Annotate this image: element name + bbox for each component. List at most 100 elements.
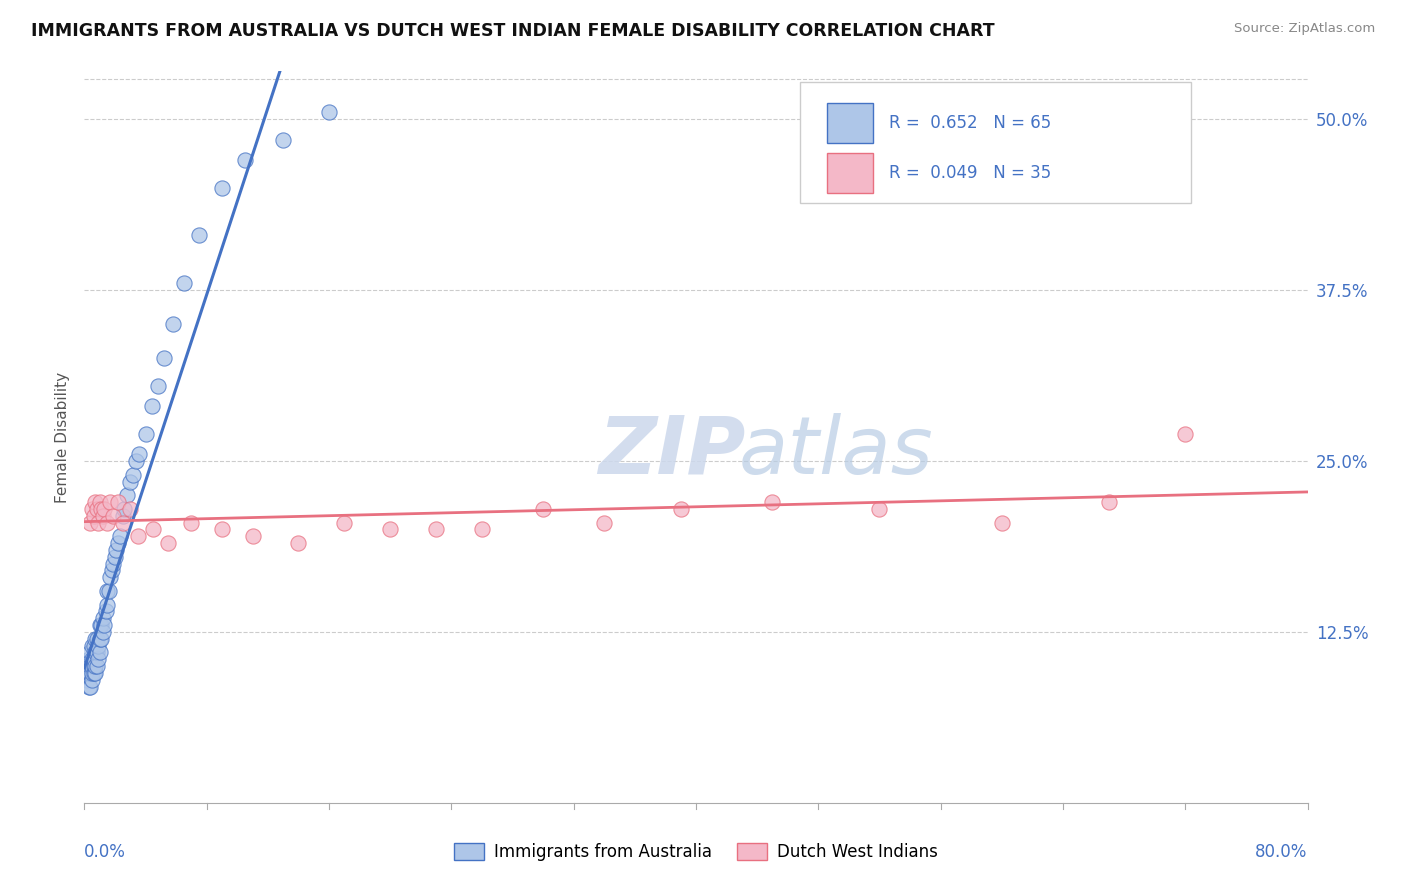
Point <box>107 536 129 550</box>
FancyBboxPatch shape <box>827 103 873 143</box>
Point <box>380 522 402 536</box>
FancyBboxPatch shape <box>827 153 873 193</box>
Point <box>135 426 157 441</box>
Text: R =  0.049   N = 35: R = 0.049 N = 35 <box>889 163 1052 182</box>
Point <box>83 639 105 653</box>
Point <box>125 454 148 468</box>
Point <box>127 529 149 543</box>
Point <box>84 645 107 659</box>
Point <box>80 639 103 653</box>
Point <box>84 495 107 509</box>
Point <box>96 598 118 612</box>
Point <box>669 501 692 516</box>
Point <box>84 659 107 673</box>
Point <box>111 516 134 530</box>
Point <box>101 563 124 577</box>
Point <box>425 522 447 536</box>
Point <box>80 659 103 673</box>
Point <box>531 501 554 516</box>
Point <box>86 632 108 646</box>
Point <box>180 516 202 530</box>
Point <box>98 495 121 509</box>
Y-axis label: Female Disability: Female Disability <box>55 371 70 503</box>
Point <box>153 351 176 366</box>
Text: 0.0%: 0.0% <box>84 843 127 861</box>
Point <box>83 659 105 673</box>
Point <box>89 618 111 632</box>
Point <box>91 624 114 639</box>
Point <box>87 652 110 666</box>
Point <box>80 501 103 516</box>
Point <box>471 522 494 536</box>
Point <box>96 516 118 530</box>
Point <box>83 508 105 523</box>
Point <box>107 495 129 509</box>
Point <box>89 495 111 509</box>
Point <box>87 639 110 653</box>
Point <box>86 659 108 673</box>
Point <box>318 105 340 120</box>
Point <box>120 475 142 489</box>
Point <box>79 645 101 659</box>
Point <box>91 611 114 625</box>
Point <box>90 632 112 646</box>
Point <box>75 665 97 680</box>
Point <box>86 501 108 516</box>
Point <box>96 583 118 598</box>
Point <box>90 501 112 516</box>
Point <box>157 536 180 550</box>
Point <box>80 673 103 687</box>
Point <box>112 501 135 516</box>
Point <box>103 508 125 523</box>
Text: atlas: atlas <box>738 413 934 491</box>
Point <box>77 652 100 666</box>
Point <box>108 529 131 543</box>
Text: R =  0.652   N = 65: R = 0.652 N = 65 <box>889 114 1052 132</box>
Point <box>98 570 121 584</box>
Point <box>94 604 117 618</box>
Point <box>111 508 134 523</box>
Point <box>77 665 100 680</box>
Point <box>89 645 111 659</box>
Text: IMMIGRANTS FROM AUSTRALIA VS DUTCH WEST INDIAN FEMALE DISABILITY CORRELATION CHA: IMMIGRANTS FROM AUSTRALIA VS DUTCH WEST … <box>31 22 994 40</box>
Point <box>80 665 103 680</box>
Point <box>128 447 150 461</box>
Point <box>142 522 165 536</box>
Point <box>103 557 125 571</box>
Point <box>287 536 309 550</box>
Point <box>80 652 103 666</box>
Point <box>97 583 120 598</box>
Point <box>991 516 1014 530</box>
Point <box>89 632 111 646</box>
Point <box>79 665 101 680</box>
FancyBboxPatch shape <box>800 82 1191 203</box>
Point <box>105 542 128 557</box>
Point <box>79 680 101 694</box>
Point <box>93 618 115 632</box>
Point <box>90 618 112 632</box>
Point <box>84 665 107 680</box>
Point <box>83 652 105 666</box>
Point <box>333 516 356 530</box>
Point <box>83 665 105 680</box>
Text: ZIP: ZIP <box>598 413 745 491</box>
Point <box>173 277 195 291</box>
Point <box>211 522 233 536</box>
Point <box>1174 426 1197 441</box>
Point <box>242 529 264 543</box>
Point <box>120 501 142 516</box>
Point <box>79 516 101 530</box>
Point <box>211 180 233 194</box>
Point <box>93 501 115 516</box>
Text: Source: ZipAtlas.com: Source: ZipAtlas.com <box>1234 22 1375 36</box>
Point <box>271 133 294 147</box>
Point <box>188 228 211 243</box>
Point <box>104 549 127 564</box>
Point <box>162 318 184 332</box>
Point <box>593 516 616 530</box>
Point <box>79 659 101 673</box>
Point <box>761 495 783 509</box>
Point <box>91 508 114 523</box>
Text: 80.0%: 80.0% <box>1256 843 1308 861</box>
Point <box>77 680 100 694</box>
